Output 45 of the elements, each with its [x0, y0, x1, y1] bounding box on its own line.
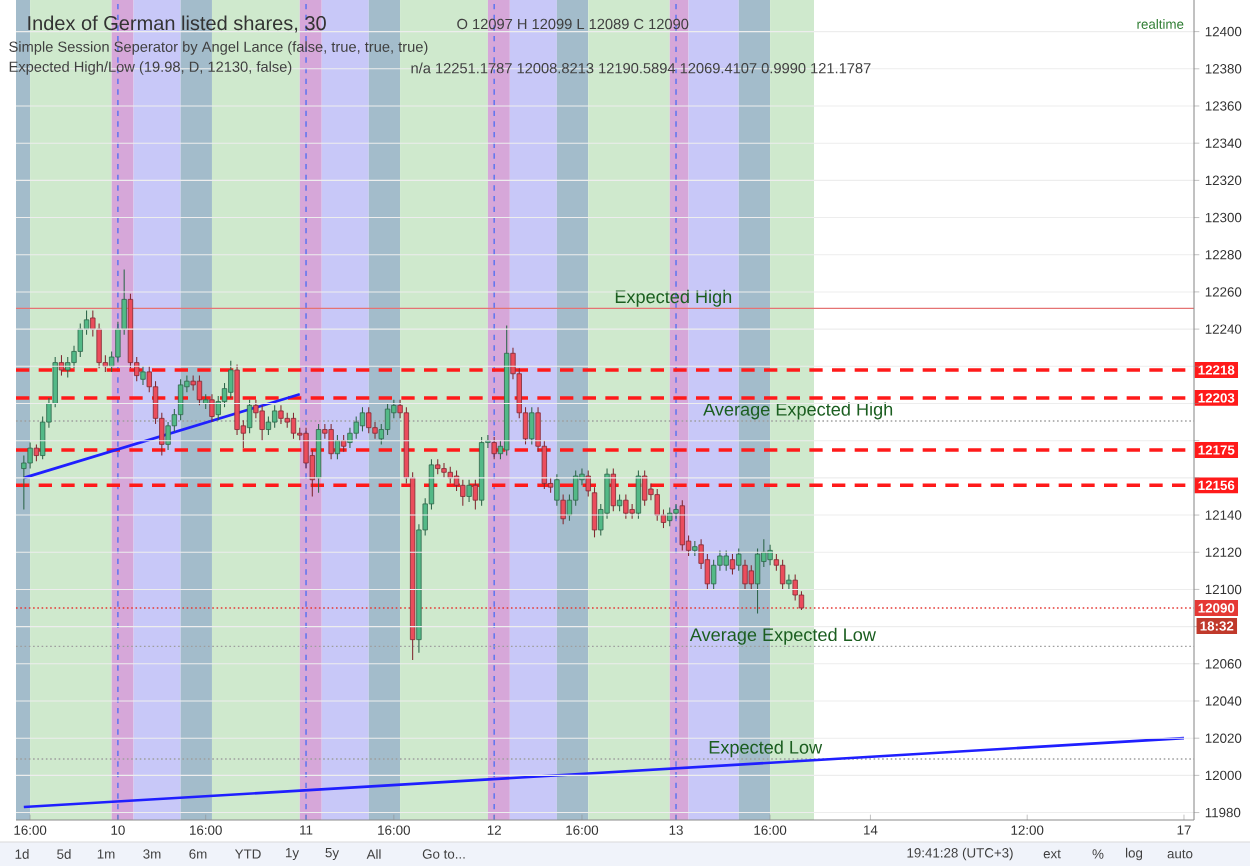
candlestick: [729, 553, 736, 576]
candlestick: [228, 360, 234, 399]
candlestick: [679, 499, 685, 551]
candlestick: [610, 468, 616, 512]
candlestick: [623, 494, 629, 520]
candlestick: [140, 365, 146, 386]
candlestick: [529, 406, 535, 445]
candlestick: [554, 473, 560, 507]
candlestick: [560, 494, 566, 525]
annotation: Expected Low: [709, 740, 823, 758]
text: Index of German listed shares, 30: [28, 15, 326, 33]
candlestick: [779, 559, 786, 590]
candlestick: [366, 406, 372, 434]
candlestick: [441, 462, 447, 479]
annotation: Expected High: [615, 289, 732, 307]
candlestick: [328, 423, 334, 460]
candlestick: [359, 406, 366, 432]
candlestick: [736, 547, 742, 572]
candlestick: [792, 574, 798, 602]
candlestick: [786, 574, 792, 590]
candlestick: [629, 503, 635, 520]
candlestick: [748, 564, 754, 590]
candlestick: [642, 469, 648, 507]
candlestick: [353, 415, 359, 440]
candlestick: [742, 559, 748, 590]
candlestick: [278, 404, 284, 425]
candlestick: [466, 479, 472, 503]
candlestick: [472, 479, 479, 511]
candlestick: [635, 469, 642, 520]
candlestick: [246, 399, 253, 434]
candlestick: [384, 402, 391, 436]
candlestick: [654, 488, 660, 522]
candlestick: [754, 547, 761, 615]
candlestick: [290, 412, 297, 440]
annotation: Average Expected High: [703, 402, 893, 420]
candlestick: [334, 434, 341, 460]
candlestick: [491, 436, 497, 460]
candlestick: [673, 503, 679, 520]
candlestick: [209, 393, 215, 423]
candlestick: [196, 375, 203, 406]
candlestick: [272, 404, 278, 429]
candlestick: [723, 549, 729, 572]
candlestick: [767, 544, 773, 566]
annotation: Average Expected Low: [689, 627, 876, 645]
candlestick: [259, 404, 265, 442]
